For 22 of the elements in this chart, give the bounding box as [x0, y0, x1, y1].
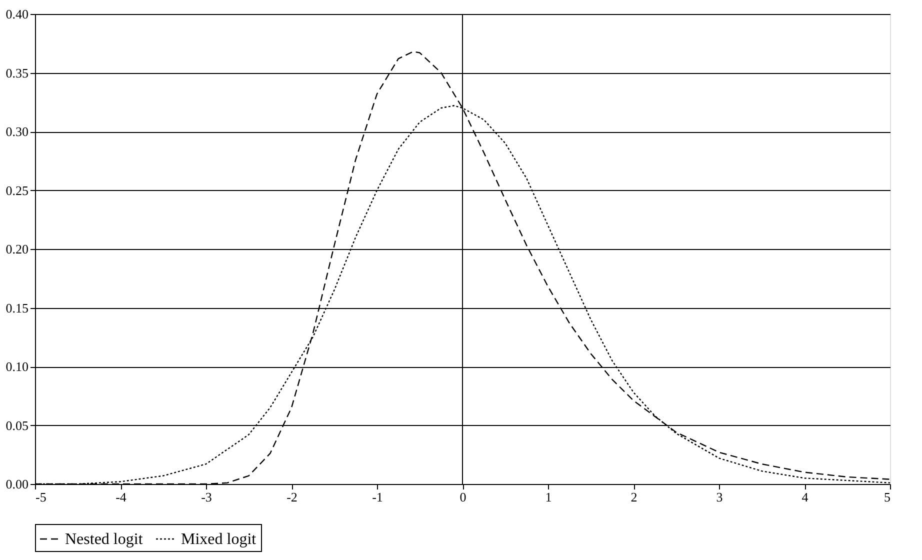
x-tick-label: -1 [372, 490, 383, 504]
y-tick-label: 0.40 [6, 6, 28, 22]
x-tick-label: 0 [460, 490, 466, 504]
y-tick-label: 0.15 [6, 300, 28, 316]
legend-label: Nested logit [65, 531, 144, 548]
y-tick-label: 0.25 [6, 182, 28, 198]
x-tick-label: 1 [545, 490, 552, 504]
x-tick-label: -3 [201, 490, 212, 504]
y-tick-label: 0.20 [6, 242, 28, 256]
x-tick-label: 4 [802, 490, 809, 504]
y-tick-label: 0.35 [6, 65, 28, 80]
x-tick-label: 2 [630, 490, 638, 504]
legend-label: Mixed logit [181, 531, 257, 548]
y-tick-label: 0.00 [6, 476, 28, 492]
x-tick-label: -4 [116, 490, 127, 504]
x-tick-label: -2 [286, 490, 298, 504]
x-tick-label: 3 [716, 490, 723, 504]
y-tick-label: 0.05 [6, 418, 28, 433]
y-tick-label: 0.30 [6, 124, 28, 139]
x-tick-label: 5 [884, 490, 890, 504]
x-tick-label: -5 [36, 490, 46, 504]
y-tick-label: 0.10 [6, 359, 28, 374]
